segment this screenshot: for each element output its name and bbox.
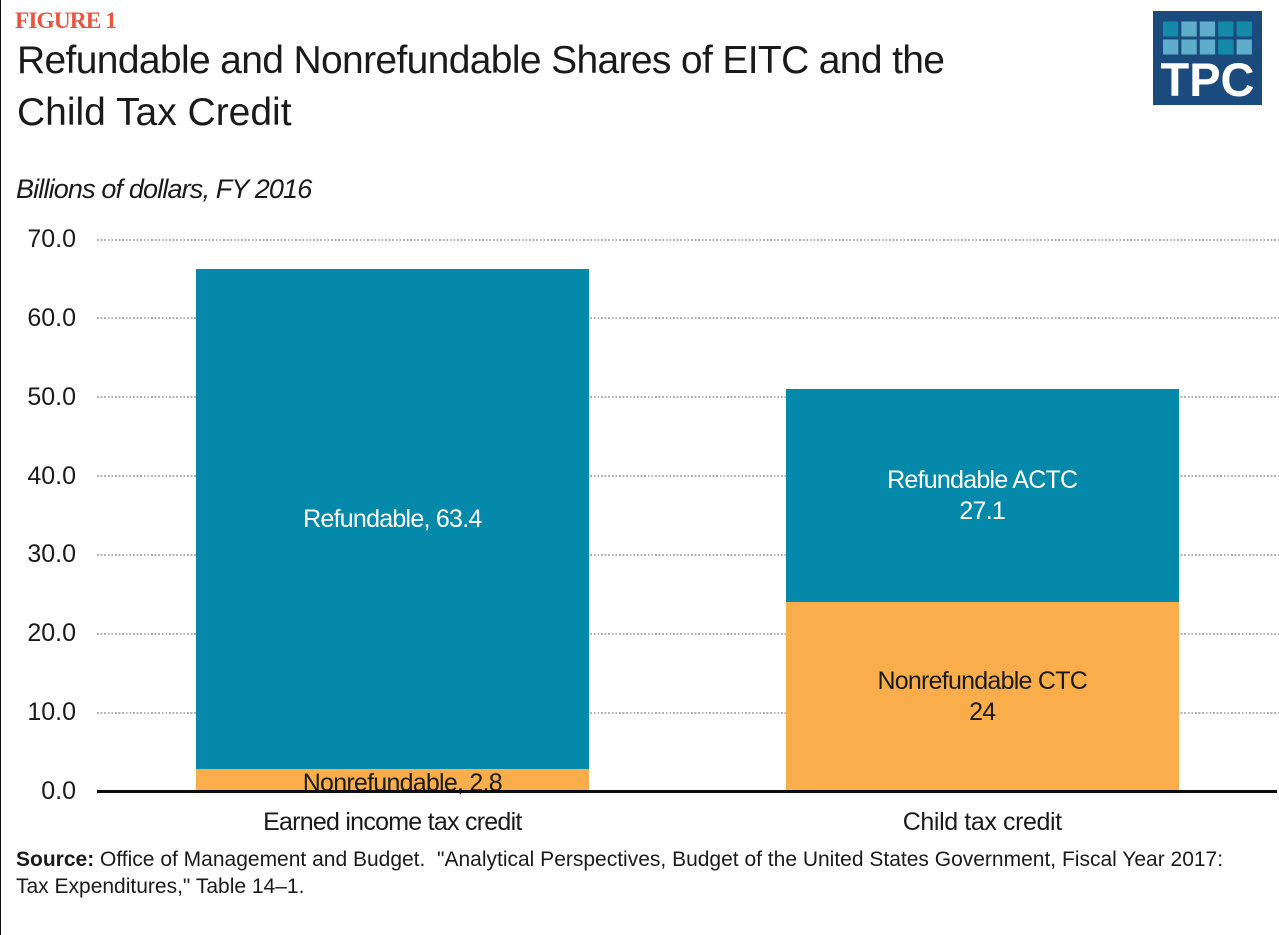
svg-text:TPC: TPC xyxy=(1161,53,1255,105)
